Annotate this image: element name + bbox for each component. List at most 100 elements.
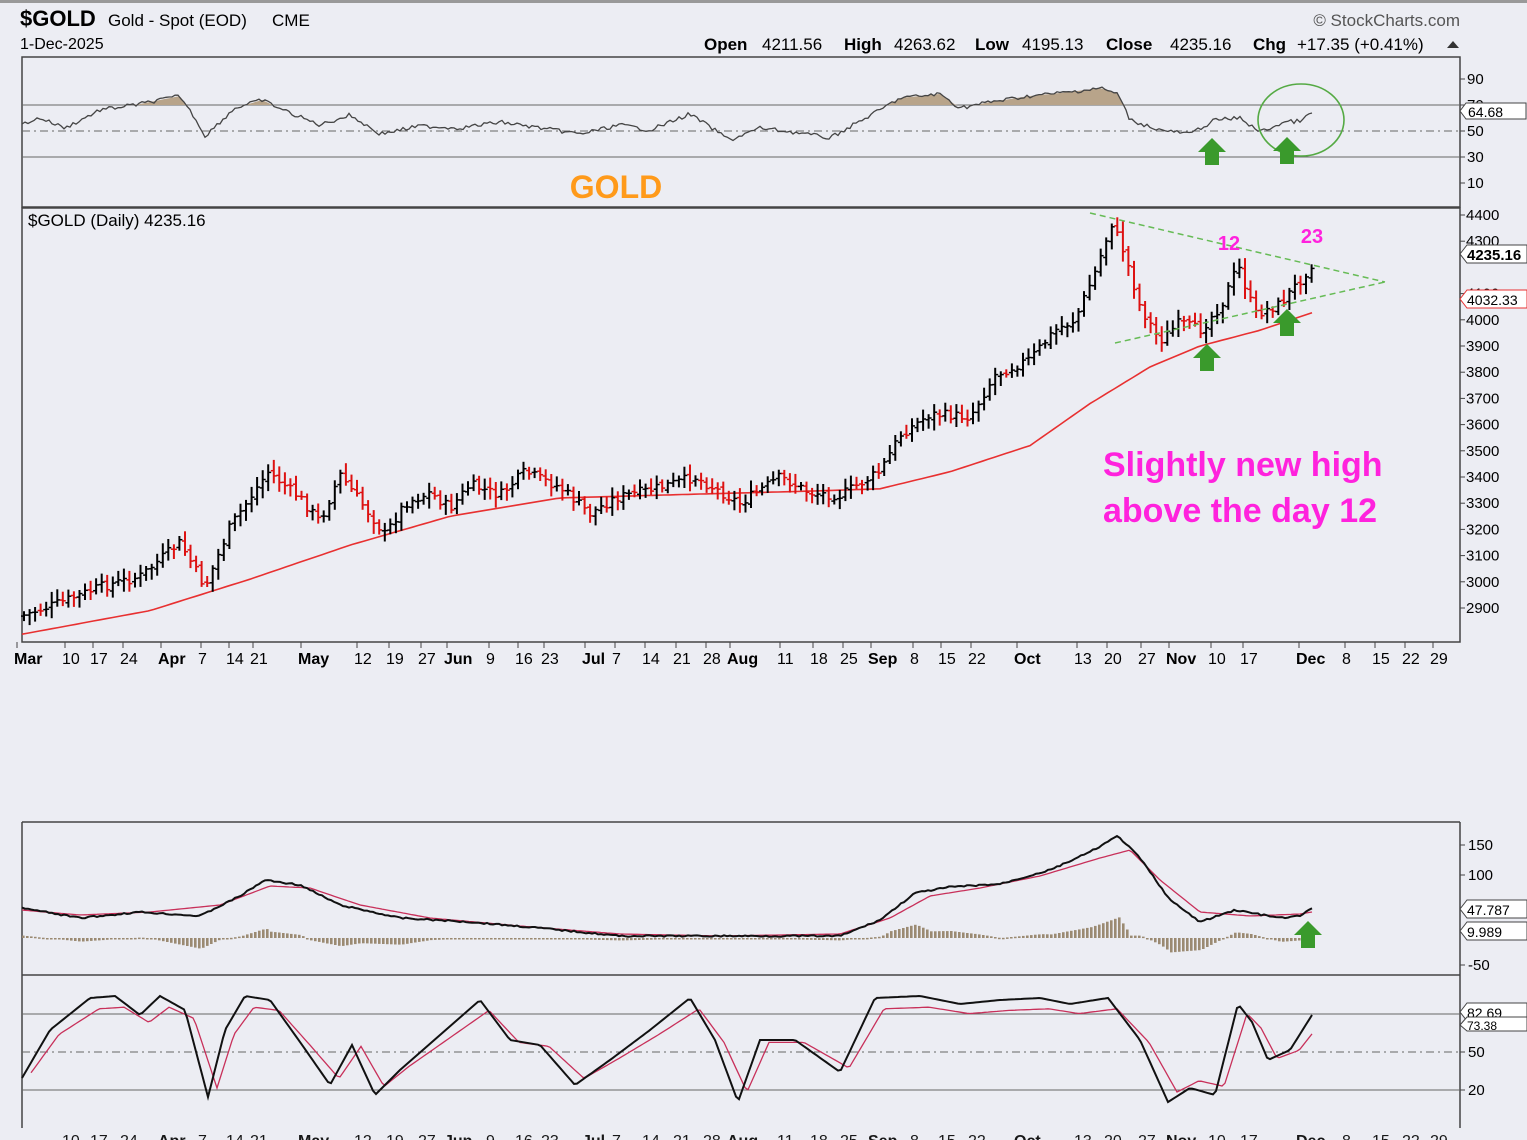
macd-hist-bar: [714, 938, 717, 940]
rsi-panel: GOLD 9070503010 64.68: [21, 71, 1527, 205]
price-panel: $GOLD (Daily) 4235.16 12 23 Slightly new…: [21, 207, 1527, 635]
macd-hist-bar: [150, 938, 153, 940]
macd-hist-bar: [730, 938, 733, 940]
price-bar: [681, 466, 688, 488]
price-bar: [1147, 312, 1154, 334]
macd-hist-bar: [750, 938, 753, 940]
price-bar: [1180, 315, 1187, 332]
price-bar: [825, 487, 832, 508]
macd-hist-bar: [474, 938, 477, 940]
macd-hist-bar: [794, 938, 797, 940]
macd-hist-bar: [374, 938, 377, 944]
macd-hist-bar: [354, 938, 357, 945]
macd-hist-bar: [322, 938, 325, 943]
price-bar: [481, 478, 488, 500]
macd-hist-bar: [666, 938, 669, 940]
price-tick-label: 3100: [1466, 548, 1499, 565]
macd-hist-bar: [882, 935, 885, 938]
date-tick-label: 12: [354, 651, 372, 668]
macd-tick-label: -50: [1468, 957, 1490, 974]
macd-hist-bar: [1286, 938, 1289, 942]
price-bar: [426, 482, 433, 509]
price-bar: [820, 484, 827, 505]
symbol-title: $GOLD: [20, 6, 96, 31]
macd-hist-bar: [1242, 933, 1245, 938]
macd-hist-bar: [426, 938, 429, 941]
date-tick-label-bottom: 14: [226, 1133, 244, 1140]
macd-hist-bar: [46, 938, 49, 940]
price-bar: [170, 544, 177, 559]
price-bar: [498, 481, 505, 501]
macd-hist-bar: [1046, 934, 1049, 938]
price-bar: [859, 479, 865, 495]
macd-hist-bar: [1266, 938, 1269, 940]
macd-hist-bar: [110, 938, 113, 940]
macd-hist-bar: [702, 938, 705, 940]
price-bar: [958, 404, 965, 423]
macd-hist-bar: [190, 938, 193, 947]
price-bar: [281, 472, 288, 495]
price-bar: [1247, 280, 1254, 303]
macd-hist-bar: [1146, 938, 1149, 940]
macd-hist-bar: [518, 938, 521, 940]
price-panel-label: $GOLD (Daily) 4235.16: [28, 211, 206, 230]
macd-hist-bar: [326, 938, 329, 944]
macd-hist-bar: [438, 938, 441, 940]
date-tick-label: Nov: [1166, 651, 1196, 668]
price-tick-label: 3600: [1466, 417, 1499, 434]
macd-hist-bar: [1074, 930, 1077, 938]
date-tick-label: 25: [840, 651, 858, 668]
high-value: 4263.62: [894, 35, 955, 54]
macd-hist-bar: [954, 931, 957, 938]
macd-hist-bar: [902, 928, 905, 938]
macd-hist-bar: [1002, 937, 1005, 940]
macd-hist-bar: [82, 938, 85, 942]
date-tick-label: 14: [642, 651, 660, 668]
macd-hist-bar: [26, 936, 29, 938]
macd-hist-bar: [874, 937, 877, 939]
macd-hist-bar: [98, 938, 101, 941]
price-bars: [21, 217, 1315, 626]
price-bar: [581, 496, 588, 515]
macd-hist-bar: [946, 931, 949, 938]
price-bar: [553, 476, 560, 492]
macd-hist-bar: [1294, 938, 1297, 941]
date-tick-label-bottom: 7: [612, 1133, 621, 1140]
macd-hist-bar: [490, 938, 493, 940]
macd-hist-bar: [614, 938, 617, 941]
date-tick-label: 15: [1372, 651, 1390, 668]
macd-hist-bar: [866, 937, 869, 940]
price-bar: [48, 591, 55, 619]
price-bar: [265, 464, 272, 492]
macd-hist-bar: [1102, 923, 1105, 938]
price-bar: [1286, 287, 1293, 310]
macd-hist-bar: [590, 938, 593, 940]
price-badge: 4235.16: [1459, 244, 1527, 264]
price-tick-label: 3300: [1466, 495, 1499, 512]
macd-hist-bar: [1150, 938, 1153, 941]
price-bar: [115, 570, 122, 587]
stoch-tick-label: 20: [1468, 1082, 1485, 1099]
price-tick-label: 4000: [1466, 312, 1499, 329]
price-bar: [598, 496, 605, 514]
exchange-label: CME: [272, 11, 310, 30]
macd-hist-bar: [1082, 928, 1085, 938]
window-top-edge: [0, 0, 1527, 3]
macd-hist-bar: [274, 932, 277, 938]
price-bar: [1308, 264, 1315, 283]
macd-hist-bar: [394, 938, 397, 945]
macd-hist-bar: [1290, 938, 1293, 942]
macd-hist-bar: [194, 938, 197, 948]
macd-hist-bar: [270, 931, 273, 938]
macd-hist-bar: [386, 938, 389, 945]
price-bar: [1025, 348, 1032, 366]
date-tick-label-bottom: 20: [1104, 1133, 1122, 1140]
macd-hist-bar: [598, 938, 601, 940]
macd-hist-bar: [674, 938, 677, 940]
price-bar: [70, 591, 77, 607]
date-tick-label-bottom: 17: [1240, 1133, 1258, 1140]
macd-hist-bar: [622, 938, 625, 941]
macd-hist-bar: [766, 938, 769, 940]
date-tick-label: Dec: [1296, 651, 1325, 668]
macd-hist-bar: [1094, 925, 1097, 938]
